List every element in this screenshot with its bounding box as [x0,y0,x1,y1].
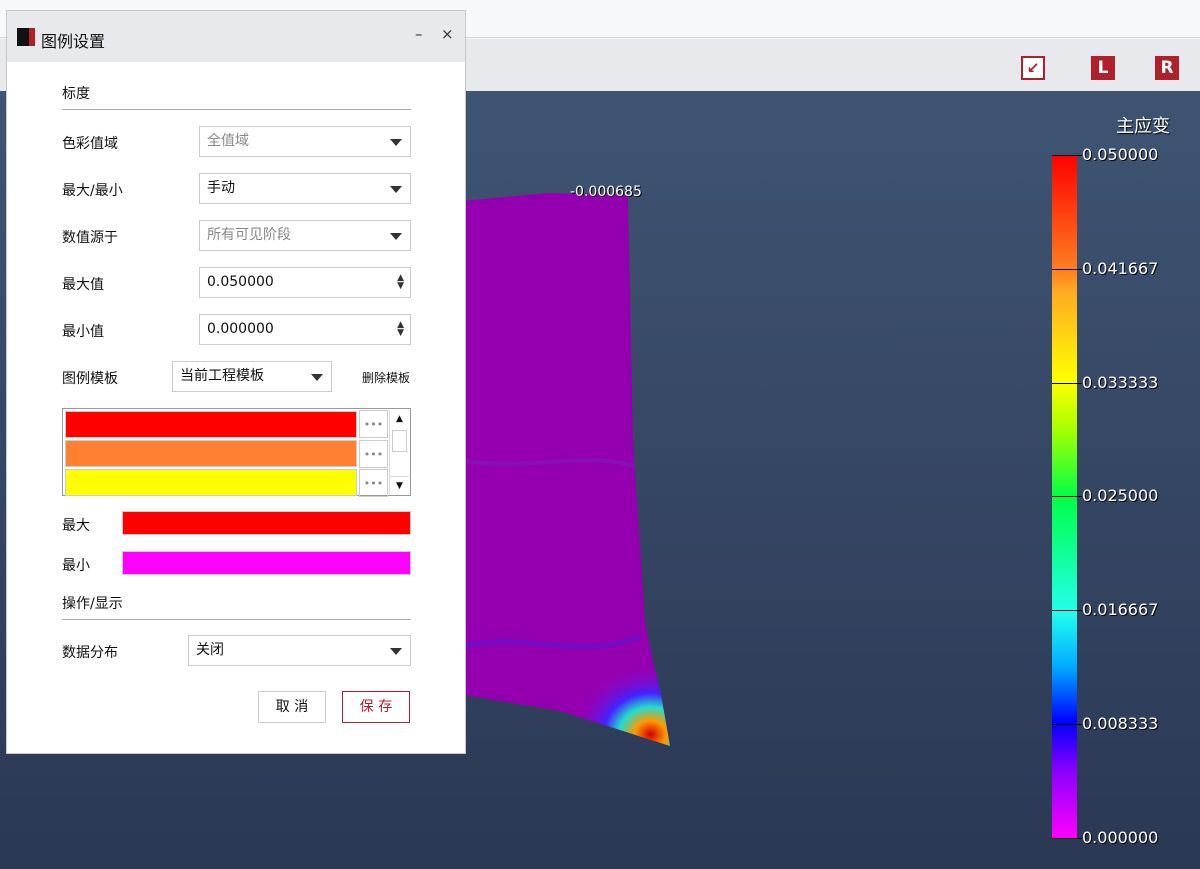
mesh-model [440,193,670,746]
chevron-down-icon [390,233,402,240]
max-min-select[interactable]: 手动 [199,173,411,204]
template-value: 当前工程模板 [180,368,264,384]
dialog-header[interactable]: 图例设置 – × [7,11,465,62]
scrollbar[interactable]: ▲ ▼ [389,410,409,494]
save-button[interactable]: 保 存 [342,691,410,723]
legend-title: 主应变 [1116,116,1170,137]
more-button[interactable]: ••• [359,410,388,438]
template-label: 图例模板 [62,371,118,387]
legend-tick-label: 0.033333 [1082,372,1159,392]
section-scale: 标度 [62,83,411,110]
source-value: 所有可见阶段 [207,227,291,243]
left-view-button[interactable]: L [1091,56,1115,80]
legend-tick [1052,496,1082,498]
chevron-down-icon [390,139,402,146]
close-button[interactable]: × [441,25,454,43]
legend-tick-label: 0.000000 [1082,827,1159,847]
color-swatch[interactable] [65,411,357,438]
more-button[interactable]: ••• [359,469,388,497]
color-range-value: 全值域 [207,133,249,149]
max-value: 0.050000 [207,274,274,290]
distribution-value: 关闭 [196,642,224,658]
template-select[interactable]: 当前工程模板 [172,361,332,392]
minimize-button[interactable]: – [415,25,423,43]
color-range-select[interactable]: 全值域 [199,126,411,157]
chevron-down-icon [390,186,402,193]
legend-tick [1052,610,1082,612]
legend-tick-label: 0.050000 [1082,145,1159,164]
color-swatch[interactable] [65,440,357,467]
legend-tick-label: 0.008333 [1082,714,1159,733]
cancel-button[interactable]: 取 消 [258,691,326,723]
spinner-icon[interactable]: ▲ ▼ [397,273,404,291]
max-min-value: 手动 [207,180,235,196]
app-logo [17,28,35,46]
dialog-title: 图例设置 [41,32,106,51]
legend-settings-dialog: 图例设置 – × 标度 色彩值域 全值域 最大/最小 手动 数值源于 所有可见阶… [6,10,466,754]
min-value: 0.000000 [207,321,274,337]
more-button[interactable]: ••• [359,440,388,468]
max-value-label: 最大值 [62,277,104,293]
right-view-button[interactable]: R [1155,56,1179,80]
spinner-icon[interactable]: ▲ ▼ [397,320,404,338]
scroll-up-icon[interactable]: ▲ [396,414,403,424]
scroll-thumb[interactable] [392,430,407,452]
min-color-swatch[interactable] [122,551,411,575]
legend-tick [1052,724,1082,725]
distribution-select[interactable]: 关闭 [188,635,411,666]
distribution-label: 数据分布 [62,645,118,661]
min-value-input[interactable]: 0.000000 ▲ ▼ [199,314,411,345]
legend-tick-label: 0.025000 [1082,486,1159,506]
min-value-label: 最小值 [62,324,104,340]
legend-tick [1052,382,1082,384]
max-value-input[interactable]: 0.050000 ▲ ▼ [199,267,411,298]
source-label: 数值源于 [62,230,118,246]
chevron-down-icon [390,648,402,655]
color-list: ••• ••• ••• ▲ ▼ [62,408,411,497]
arrow-down-left-icon[interactable]: ↙ [1021,56,1045,80]
color-swatch[interactable] [65,469,357,496]
legend-tick [1052,837,1082,839]
legend-tick [1052,268,1082,270]
delete-template-link[interactable]: 删除模板 [362,371,411,385]
legend-tick-label: 0.016667 [1082,600,1159,620]
max-min-label: 最大/最小 [62,183,123,199]
max-color-label: 最大 [62,518,90,534]
min-color-label: 最小 [62,558,90,574]
source-select[interactable]: 所有可见阶段 [199,220,411,251]
color-range-label: 色彩值域 [62,136,118,152]
legend-tick-label: 0.041667 [1082,258,1159,278]
chevron-down-icon [311,374,323,381]
max-color-swatch[interactable] [122,511,411,535]
section-ops: 操作/显示 [62,593,411,620]
legend-tick [1052,155,1082,156]
probe-value: -0.000685 [570,184,642,200]
scroll-down-icon[interactable]: ▼ [390,476,409,494]
